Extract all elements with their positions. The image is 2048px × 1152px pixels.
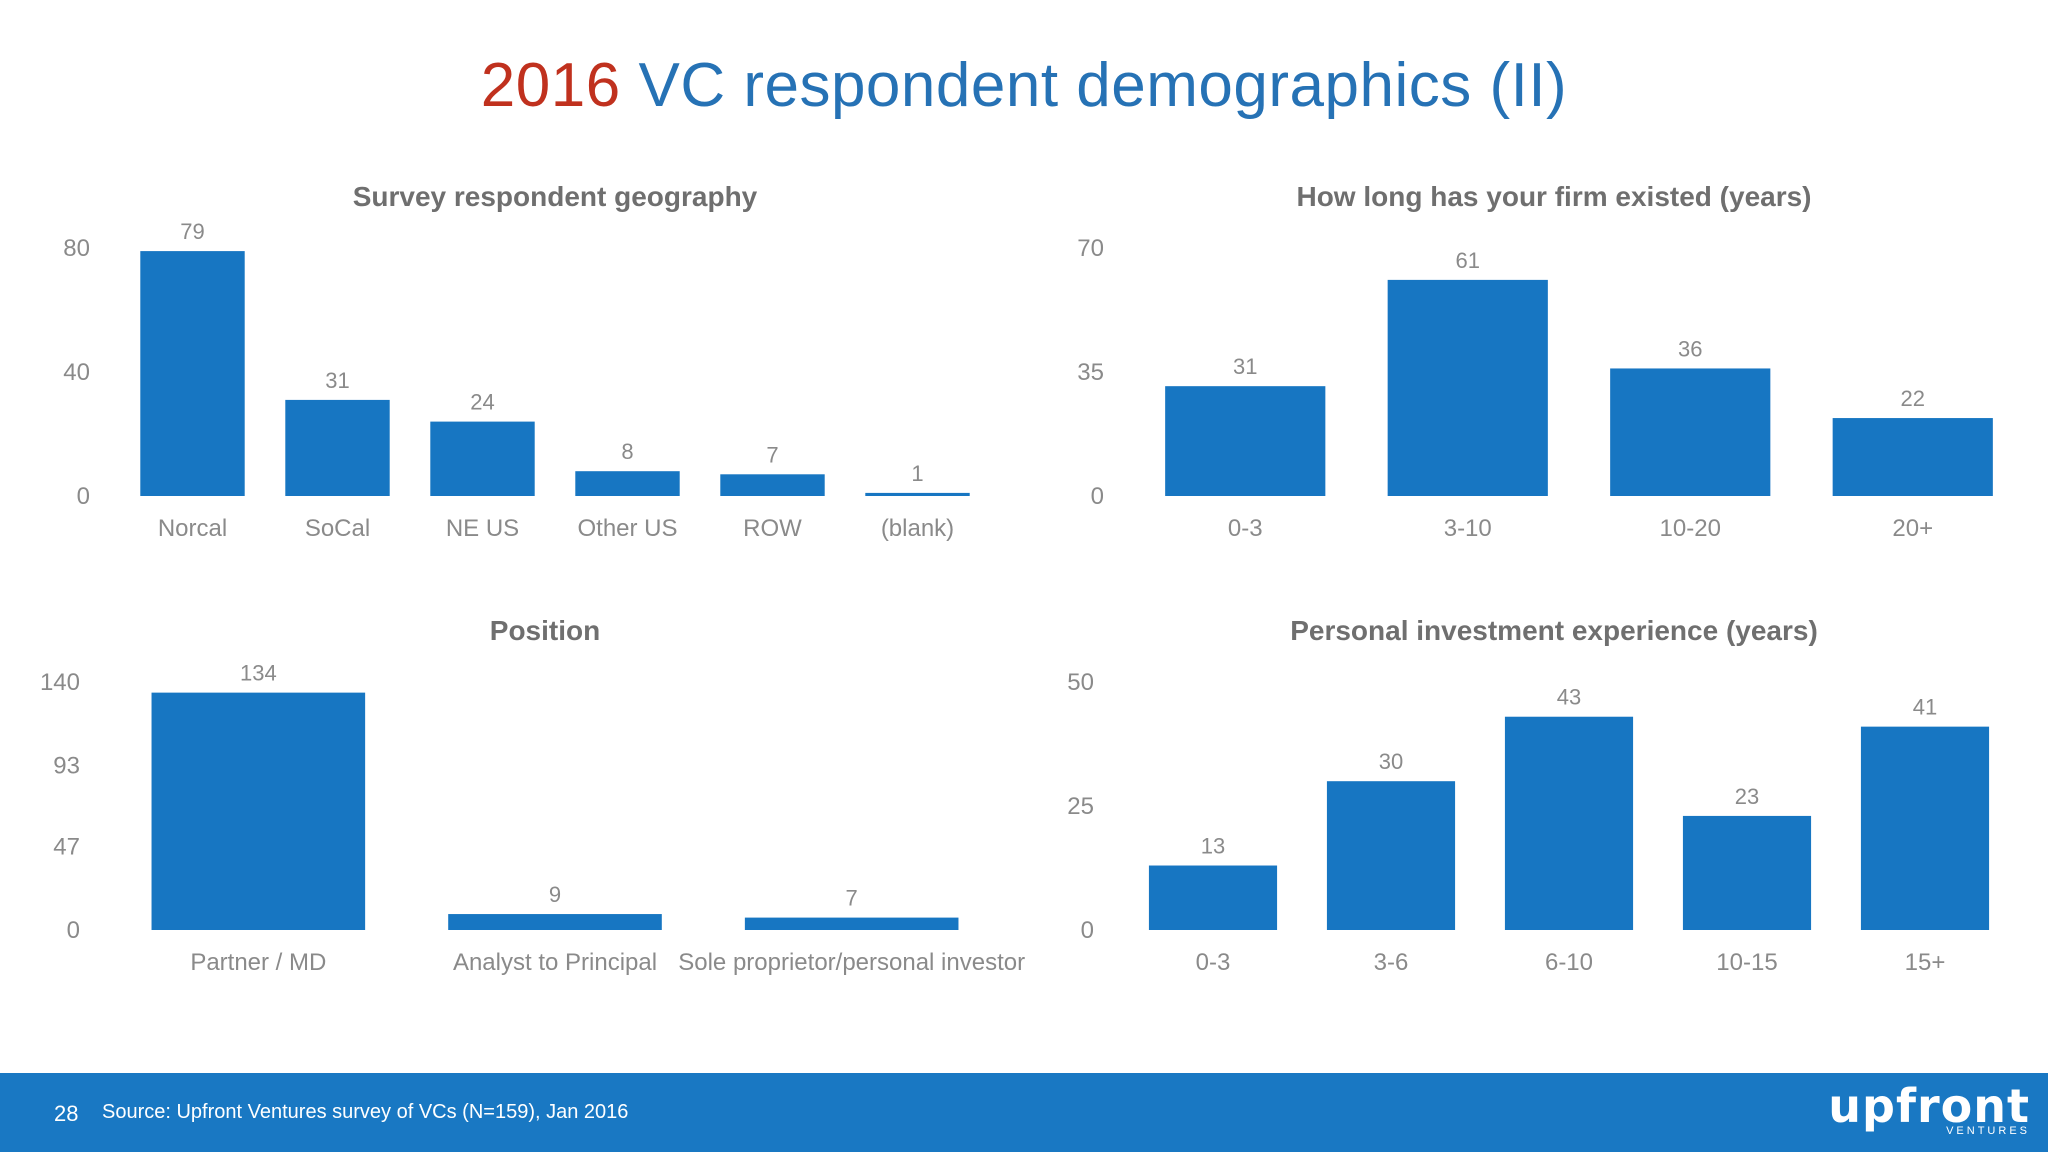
category-label: Norcal bbox=[158, 515, 227, 542]
data-label: 43 bbox=[1557, 685, 1581, 710]
category-label: SoCal bbox=[305, 515, 370, 542]
bar bbox=[430, 421, 535, 496]
category-label: 3-10 bbox=[1444, 515, 1492, 542]
category-label: 0-3 bbox=[1228, 515, 1263, 542]
y-tick-label: 40 bbox=[63, 359, 90, 386]
bar bbox=[1387, 279, 1548, 496]
bar bbox=[448, 914, 662, 930]
category-label: 10-20 bbox=[1660, 515, 1721, 542]
y-tick-label: 93 bbox=[53, 752, 80, 779]
data-label: 30 bbox=[1379, 749, 1403, 774]
chart-investment-experience: Personal investment experience (years) 0 2… bbox=[1067, 615, 1990, 976]
data-label: 7 bbox=[846, 886, 858, 911]
category-label: Analyst to Principal bbox=[453, 949, 657, 976]
category-label: (blank) bbox=[881, 515, 954, 542]
bar bbox=[1504, 716, 1634, 930]
title-text: VC respondent demographics (II) bbox=[638, 51, 1568, 120]
bar bbox=[1326, 781, 1456, 930]
y-tick-label: 140 bbox=[40, 669, 80, 696]
bar bbox=[720, 474, 825, 496]
y-tick-label: 0 bbox=[1091, 483, 1104, 510]
category-label: Sole proprietor/personal investor bbox=[678, 949, 1025, 976]
bar bbox=[744, 917, 959, 930]
page-number: 28 bbox=[54, 1101, 79, 1126]
data-label: 1 bbox=[911, 461, 923, 486]
data-label: 13 bbox=[1201, 834, 1225, 859]
data-label: 24 bbox=[470, 390, 494, 415]
bar bbox=[1860, 726, 1990, 930]
upfront-logo: upfront VENTURES bbox=[1828, 1081, 2030, 1137]
bar bbox=[151, 692, 366, 930]
category-label: Partner / MD bbox=[190, 949, 326, 976]
chart-geography: Survey respondent geography 0 40 80 79 Norcal… bbox=[63, 181, 970, 542]
bar bbox=[140, 251, 245, 496]
y-tick-label: 70 bbox=[1077, 235, 1104, 262]
chart-title: Position bbox=[490, 615, 600, 646]
data-label: 31 bbox=[325, 368, 349, 393]
source-note: Source: Upfront Ventures survey of VCs (… bbox=[102, 1101, 629, 1123]
chart-firm-age: How long has your firm existed (years) 0 3… bbox=[1077, 181, 1993, 542]
data-label: 7 bbox=[766, 442, 778, 467]
data-label: 61 bbox=[1456, 248, 1480, 273]
category-label: ROW bbox=[743, 515, 802, 542]
title-year: 2016 bbox=[480, 51, 621, 120]
logo-subtext: VENTURES bbox=[1946, 1125, 2030, 1137]
data-label: 22 bbox=[1901, 386, 1925, 411]
data-label: 79 bbox=[180, 219, 204, 244]
slide-title: 2016 VC respondent demographics (II) bbox=[0, 50, 2048, 121]
bar bbox=[1165, 386, 1326, 496]
y-tick-label: 50 bbox=[1067, 669, 1094, 696]
y-tick-label: 0 bbox=[77, 483, 90, 510]
y-tick-label: 80 bbox=[63, 235, 90, 262]
bar bbox=[575, 471, 680, 496]
data-label: 134 bbox=[240, 661, 277, 686]
bar bbox=[285, 399, 390, 496]
category-label: 6-10 bbox=[1545, 949, 1593, 976]
data-label: 36 bbox=[1678, 336, 1702, 361]
bar bbox=[1148, 865, 1278, 930]
category-label: Other US bbox=[577, 515, 677, 542]
y-tick-label: 25 bbox=[1067, 793, 1094, 820]
category-label: 3-6 bbox=[1374, 949, 1409, 976]
data-label: 41 bbox=[1913, 695, 1937, 720]
y-tick-label: 47 bbox=[53, 834, 80, 861]
chart-title: Survey respondent geography bbox=[353, 181, 758, 212]
logo-wordmark: upfront bbox=[1828, 1079, 2030, 1133]
data-label: 23 bbox=[1735, 784, 1759, 809]
bar bbox=[1682, 815, 1812, 930]
bar bbox=[1610, 368, 1771, 496]
data-label: 9 bbox=[549, 882, 561, 907]
y-tick-label: 0 bbox=[1081, 917, 1094, 944]
chart-title: Personal investment experience (years) bbox=[1290, 615, 1818, 646]
chart-title: How long has your firm existed (years) bbox=[1296, 181, 1811, 212]
y-tick-label: 0 bbox=[67, 917, 80, 944]
data-label: 8 bbox=[621, 439, 633, 464]
bar bbox=[1832, 418, 1993, 496]
category-label: NE US bbox=[446, 515, 519, 542]
category-label: 15+ bbox=[1905, 949, 1946, 976]
y-tick-label: 35 bbox=[1077, 359, 1104, 386]
bar bbox=[865, 492, 970, 496]
footer-bar: 28 Source: Upfront Ventures survey of VC… bbox=[0, 1073, 2048, 1152]
category-label: 20+ bbox=[1892, 515, 1933, 542]
chart-position: Position 0 47 93 140 134 Partner / MD 9 Analyst … bbox=[40, 615, 1025, 976]
category-label: 10-15 bbox=[1716, 949, 1777, 976]
category-label: 0-3 bbox=[1196, 949, 1231, 976]
data-label: 31 bbox=[1233, 354, 1257, 379]
